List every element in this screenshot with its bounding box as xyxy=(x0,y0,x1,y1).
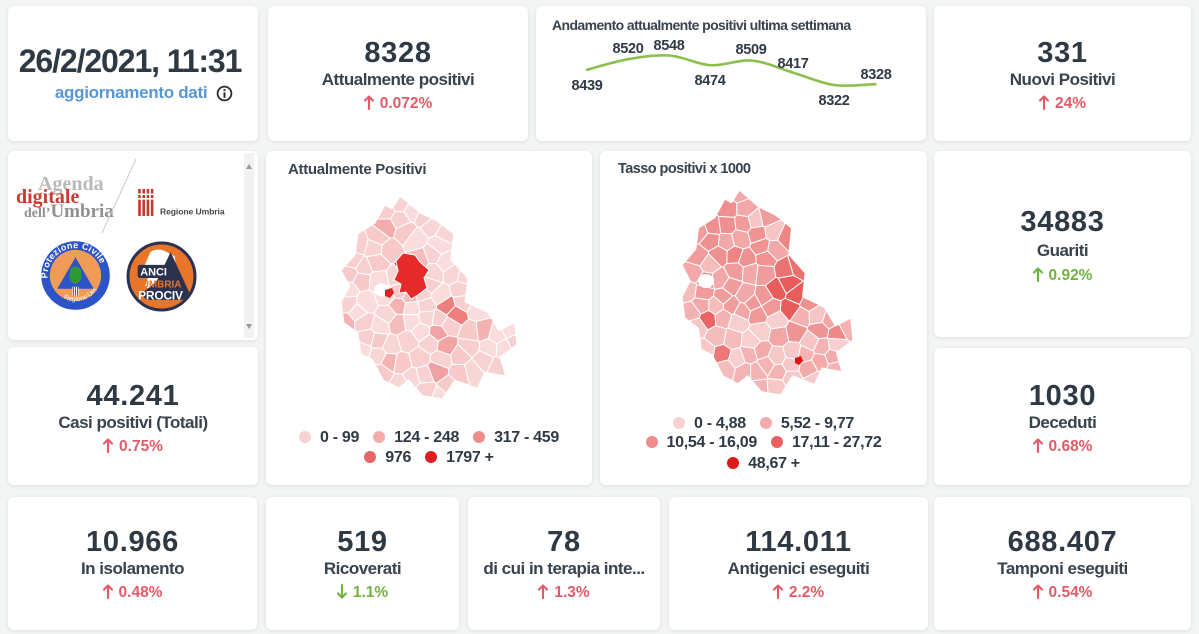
svg-text:Regione Umbria: Regione Umbria xyxy=(160,207,225,217)
svg-text:PROCIV: PROCIV xyxy=(138,288,183,302)
svg-text:8474: 8474 xyxy=(694,73,725,89)
svg-text:8548: 8548 xyxy=(653,38,684,54)
svg-text:8417: 8417 xyxy=(777,56,808,72)
svg-text:8439: 8439 xyxy=(571,78,602,94)
svg-text:8322: 8322 xyxy=(818,93,849,109)
svg-text:8509: 8509 xyxy=(735,42,766,58)
svg-text:ANCI: ANCI xyxy=(140,267,167,279)
svg-text:8328: 8328 xyxy=(860,67,891,83)
svg-text:8520: 8520 xyxy=(612,41,643,57)
svg-text:UMBRIA: UMBRIA xyxy=(142,279,182,290)
